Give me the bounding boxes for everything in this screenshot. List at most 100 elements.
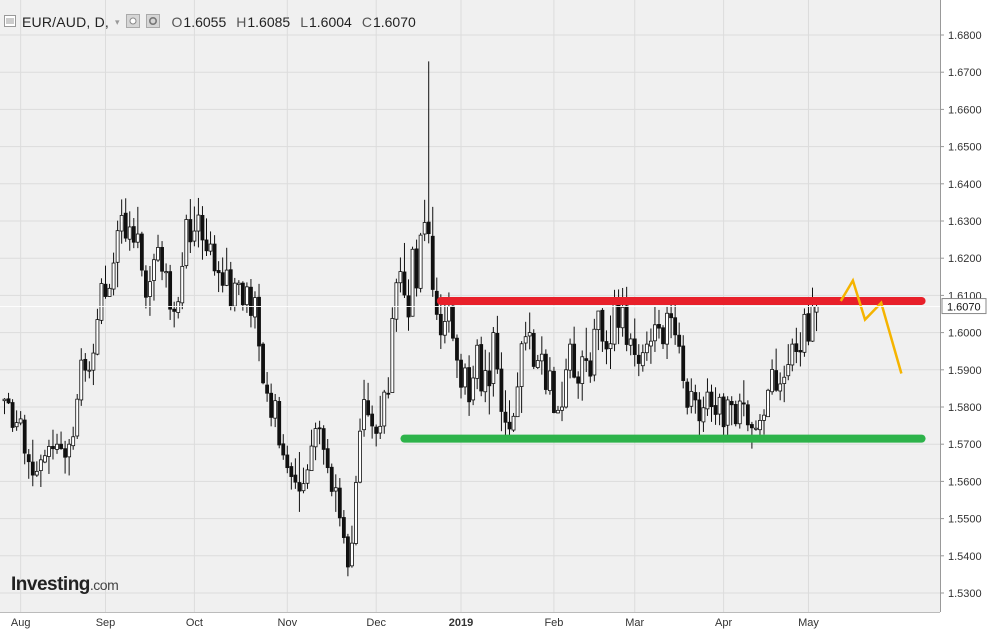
candle [515, 372, 520, 418]
candle-body [685, 381, 690, 408]
candle [273, 393, 278, 428]
candle-body [661, 327, 665, 345]
candle [709, 384, 714, 422]
candle [180, 252, 185, 310]
candle [67, 438, 72, 476]
price-tick-label: 1.5700 [948, 439, 982, 451]
candle-body [713, 405, 718, 415]
candle [309, 429, 314, 472]
candle [200, 206, 205, 260]
candle [588, 352, 593, 383]
price-axis[interactable]: 1.6800 1.6700 1.6600 1.6500 1.6400 1.6300 1.62… [940, 30, 982, 600]
candle-body [277, 401, 282, 446]
candle [269, 383, 274, 427]
candle-body [616, 301, 621, 328]
candle-body [689, 390, 694, 407]
candle-body [721, 396, 726, 428]
candle-body [564, 369, 568, 408]
candle [523, 321, 528, 351]
candle-body [337, 487, 342, 519]
candle [487, 352, 492, 415]
ohlc-readout: O1.6055 H1.6085 L1.6004 C1.6070 [172, 14, 416, 30]
candle-body [253, 297, 257, 318]
candle-body [665, 312, 669, 345]
candle [135, 206, 140, 249]
chevron-down-icon[interactable]: ▾ [115, 16, 120, 27]
candle [6, 392, 11, 405]
candle-body [168, 271, 173, 310]
candle [143, 265, 148, 309]
candle [18, 411, 23, 426]
candle-body [527, 332, 532, 337]
candle-body [273, 400, 278, 419]
candle-body [156, 247, 160, 261]
candle [592, 318, 597, 382]
candle-body [552, 370, 556, 413]
candle [531, 329, 536, 370]
time-tick-label: Nov [278, 617, 298, 629]
candle-body [596, 310, 601, 331]
collapse-icon[interactable] [4, 14, 16, 30]
settings-icon[interactable] [145, 13, 160, 31]
candle-body [370, 413, 375, 427]
candle-body [620, 306, 625, 329]
candle [95, 308, 100, 356]
grid-lines [0, 0, 940, 612]
candle-body [624, 305, 629, 345]
candle [366, 382, 371, 417]
candle-body [127, 226, 132, 240]
visibility-icon[interactable] [125, 13, 140, 31]
forecast-path[interactable] [839, 277, 903, 374]
candle [329, 463, 334, 497]
candle [285, 445, 290, 474]
candle [475, 339, 480, 390]
candle-body [216, 270, 221, 274]
candle [483, 349, 488, 403]
price-tick-label: 1.5600 [948, 476, 982, 488]
candle [414, 239, 419, 297]
candle [14, 410, 19, 431]
candle-body [535, 360, 540, 368]
candle-body [794, 343, 799, 352]
candle [38, 454, 43, 487]
candle-body [790, 343, 795, 366]
candle [608, 315, 613, 370]
candle-body [14, 422, 19, 428]
candle [2, 398, 7, 415]
candle [378, 395, 383, 439]
time-axis[interactable]: Aug Sep Oct Nov Dec 2019 Feb Mar Apr May [0, 612, 940, 630]
price-tick-label: 1.6400 [948, 179, 982, 191]
current-price-text: 1.6070 [947, 302, 981, 314]
candle [669, 303, 673, 339]
candle-body [733, 403, 738, 425]
candle-body [107, 287, 112, 297]
candle-body [669, 313, 673, 319]
candle [59, 431, 63, 450]
candle [689, 378, 694, 414]
candle [640, 344, 645, 372]
candle [790, 338, 795, 372]
candle [604, 330, 609, 365]
candle-body [366, 400, 371, 416]
candle [410, 246, 415, 317]
candle [111, 252, 116, 296]
candle [693, 384, 698, 414]
candle-body [479, 344, 484, 392]
candle [34, 461, 39, 477]
candle-body [398, 271, 403, 284]
candle [543, 349, 548, 395]
candle-body [301, 483, 306, 492]
candle-body [640, 352, 645, 367]
candle-body [770, 369, 774, 393]
candle [539, 336, 544, 375]
candle-body [30, 461, 35, 476]
candle [402, 242, 407, 299]
candle-body [560, 406, 564, 411]
candle [564, 358, 568, 409]
candle [26, 449, 31, 479]
candle [305, 464, 310, 489]
candle [596, 310, 601, 351]
candle-body [47, 446, 51, 457]
candle-body [531, 332, 536, 367]
